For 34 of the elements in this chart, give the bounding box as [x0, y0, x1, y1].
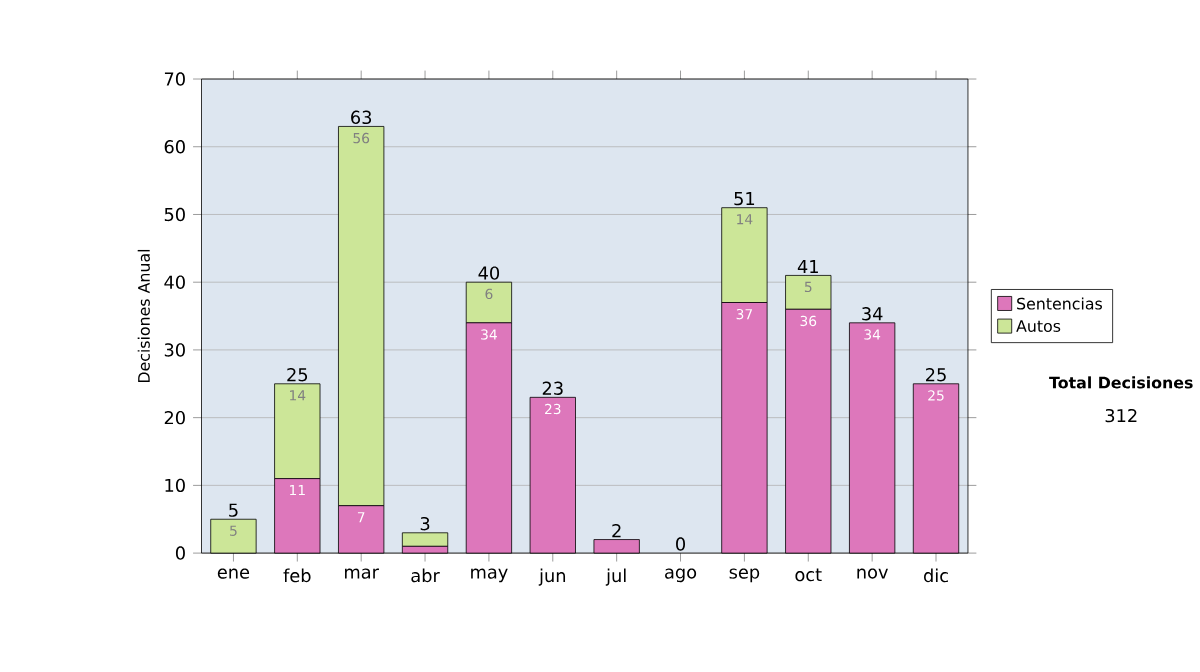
x-tick-label: jul [605, 568, 626, 586]
x-tick-label: mar [345, 568, 379, 579]
y-tick-label: 20 [164, 411, 185, 425]
x-tick-label: oct [795, 568, 822, 582]
y-tick-label: 60 [164, 140, 185, 154]
x-tick-label: feb [283, 568, 311, 583]
x-tick-label: ene [217, 568, 250, 579]
total-label: 51 [734, 192, 755, 206]
x-tick-label: sep [729, 568, 760, 583]
x-tick-label: jun [538, 568, 566, 586]
y-tick-label: 10 [165, 478, 185, 493]
total-label: 5 [229, 503, 238, 518]
total-label: 63 [351, 110, 372, 125]
total-label: 25 [287, 368, 308, 382]
total-label: 25 [926, 368, 946, 382]
text: 312 [1105, 409, 1137, 423]
y-tick-label: 50 [164, 207, 185, 222]
total-label: 41 [797, 260, 818, 274]
total-label: 2 [612, 524, 621, 538]
bar [401, 532, 449, 547]
total-label: 40 [478, 266, 500, 281]
x-tick-label: dic [924, 568, 948, 583]
total-label: 34 [862, 307, 883, 321]
x-tick-label: abr [411, 568, 440, 583]
total-label: 23 [542, 381, 563, 396]
x-tick-label: may [471, 568, 508, 583]
y-tick-label: 0 [175, 546, 185, 561]
x-tick-label: ago [665, 568, 697, 583]
y-tick-label: 30 [164, 343, 185, 357]
y-tick-label: 70 [164, 72, 185, 86]
total-label: 0 [676, 537, 686, 551]
total-label: 3 [420, 517, 430, 531]
x-tick-label: nov [857, 568, 888, 579]
y-tick-label: 40 [164, 275, 185, 290]
